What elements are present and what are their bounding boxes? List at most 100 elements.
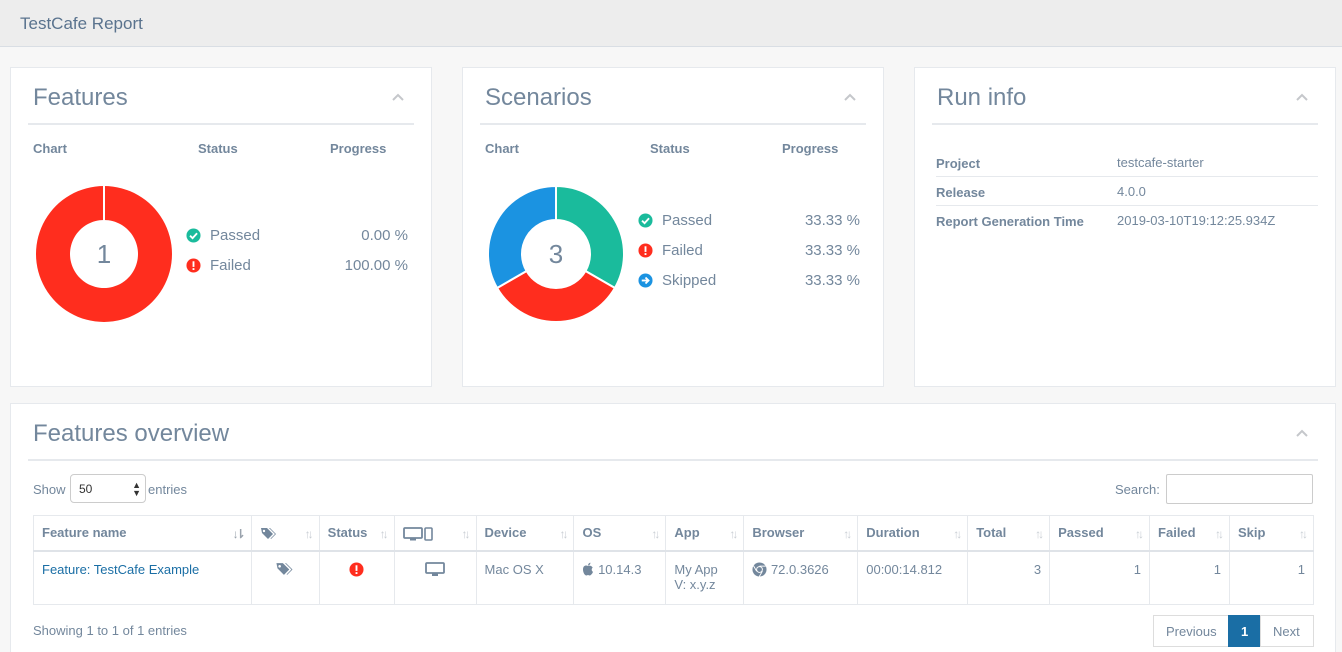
duration-cell: 00:00:14.812 <box>857 550 969 605</box>
previous-button[interactable]: Previous <box>1153 615 1229 647</box>
info-key: Release <box>936 185 986 200</box>
status-column-header: Status <box>650 141 690 156</box>
col-device[interactable]: Device ↑↓ <box>475 515 575 552</box>
page-size-value: 50 <box>79 482 93 496</box>
status-label: Passed <box>210 227 261 244</box>
progress-value: 33.33 % <box>804 212 860 229</box>
info-value: testcafe-starter <box>1117 155 1204 170</box>
col-feature-name[interactable]: Feature name ↓⇂ <box>33 515 252 552</box>
run-info-project: Project testcafe-starter <box>936 148 1318 177</box>
sort-icon: ↑↓ <box>1214 527 1224 541</box>
col-passed[interactable]: Passed ↑↓ <box>1049 515 1151 552</box>
scenarios-panel: Scenarios Chart Status Progress 3 Passed… <box>462 67 884 387</box>
panel-divider <box>28 123 414 125</box>
top-bar: TestCafe Report <box>0 0 1342 47</box>
features-panel-title: Features <box>33 84 128 111</box>
status-label: Failed <box>210 257 251 274</box>
features-status-passed: Passed 0.00 % <box>186 226 408 246</box>
chrome-icon <box>752 561 767 577</box>
features-overview-panel: Features overview Show 50 ▲ ▼ entries Sea… <box>10 403 1336 652</box>
failed-cell: 1 <box>1149 550 1230 605</box>
donut-slice-failed <box>35 186 172 322</box>
column-label: App <box>674 525 700 541</box>
status-label: Failed <box>662 242 703 259</box>
info-value: 4.0.0 <box>1117 184 1146 199</box>
chevron-up-icon[interactable] <box>1295 90 1309 104</box>
app-cell: My App V: x.y.z <box>665 550 745 605</box>
col-app[interactable]: App ↑↓ <box>665 515 745 552</box>
next-button[interactable]: Next <box>1260 615 1314 647</box>
column-label: Total <box>976 525 1007 541</box>
sort-icon: ↑↓ <box>379 527 389 541</box>
sort-icon: ↑↓ <box>559 527 568 541</box>
search-input[interactable] <box>1166 474 1313 504</box>
col-skip[interactable]: Skip ↑↓ <box>1228 515 1315 552</box>
status-cell <box>318 550 395 605</box>
donut-slice-skipped <box>487 185 557 290</box>
exclamation-circle-icon <box>349 561 364 577</box>
col-os[interactable]: OS ↑↓ <box>573 515 667 552</box>
sort-icon: ↑↓ <box>1135 527 1144 541</box>
col-status[interactable]: Status ↑↓ <box>318 515 395 552</box>
col-failed[interactable]: Failed ↑↓ <box>1149 515 1230 552</box>
os-cell: 10.14.3 <box>573 550 667 605</box>
feature-link[interactable]: Feature: TestCafe Example <box>42 561 200 577</box>
sort-icon: ↑↓ <box>843 527 852 541</box>
exclamation-circle-icon <box>638 243 653 258</box>
donut-slice-passed <box>555 185 625 290</box>
scenarios-panel-title: Scenarios <box>485 84 592 111</box>
column-label: Passed <box>1058 525 1104 541</box>
status-label: Passed <box>662 212 713 229</box>
exclamation-circle-icon <box>186 258 201 273</box>
column-label: OS <box>582 525 602 541</box>
scenarios-donut-chart: 3 <box>487 185 625 323</box>
donut-slice-failed <box>495 269 617 323</box>
device-type-cell <box>393 550 477 605</box>
skip-cell: 1 <box>1228 550 1315 605</box>
desktop-icon <box>425 561 445 576</box>
sort-icon: ↑↓ <box>461 527 471 541</box>
sort-icon: ↑↓ <box>1299 527 1308 541</box>
updown-arrow-icon: ▲ ▼ <box>132 480 141 498</box>
column-label: Device <box>484 525 527 541</box>
features-status-failed: Failed 100.00 % <box>186 256 408 276</box>
col-tags[interactable]: ↑↓ <box>250 515 320 552</box>
column-label: Duration <box>866 525 920 541</box>
chevron-up-icon[interactable] <box>391 90 405 104</box>
column-label: Failed <box>1158 525 1196 541</box>
page-size-select[interactable]: 50 ▲ ▼ <box>70 474 146 503</box>
chevron-up-icon[interactable] <box>843 90 857 104</box>
col-duration[interactable]: Duration ↑↓ <box>857 515 969 552</box>
table-row: Feature: TestCafe Example Mac OS X 10.14… <box>33 550 1315 605</box>
panel-divider <box>28 459 1318 461</box>
run-info-report-time: Report Generation Time 2019-03-10T19:12:… <box>936 206 1318 235</box>
features-donut-chart: 1 <box>35 186 172 322</box>
check-circle-icon <box>638 213 653 228</box>
status-label: Skipped <box>662 272 717 289</box>
progress-value: 33.33 % <box>804 242 860 259</box>
page-1-button[interactable]: 1 <box>1228 615 1261 647</box>
col-total[interactable]: Total ↑↓ <box>967 515 1051 552</box>
run-info-panel-title: Run info <box>937 84 1027 111</box>
chevron-up-icon[interactable] <box>1295 426 1309 440</box>
chart-column-header: Chart <box>33 141 67 156</box>
desktop-mobile-icon <box>402 526 433 541</box>
chart-column-header: Chart <box>485 141 519 156</box>
features-overview-title: Features overview <box>33 420 230 447</box>
browser-cell: 72.0.3626 <box>743 550 859 605</box>
col-device-type[interactable]: ↑↓ <box>393 515 477 552</box>
feature-name-cell: Feature: TestCafe Example <box>33 550 252 605</box>
tags-icon[interactable] <box>275 562 295 577</box>
scenarios-status-passed: Passed 33.33 % <box>638 211 860 231</box>
panel-divider <box>480 123 866 125</box>
tags-icon <box>260 527 276 539</box>
sort-icon: ↑↓ <box>1035 527 1044 541</box>
scenarios-status-skipped: Skipped 33.33 % <box>638 271 860 291</box>
col-browser[interactable]: Browser ↑↓ <box>743 515 859 552</box>
column-label: Browser <box>752 525 805 541</box>
progress-column-header: Progress <box>330 141 387 156</box>
sort-icon: ↑↓ <box>651 527 660 541</box>
show-label: Show <box>33 482 66 497</box>
panel-divider <box>932 123 1318 125</box>
run-info-panel: Run info Project testcafe-starter Releas… <box>914 67 1336 387</box>
